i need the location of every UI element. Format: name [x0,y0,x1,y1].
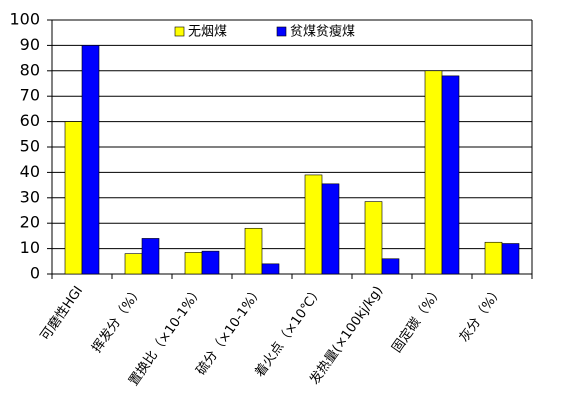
y-tick-label: 60 [20,111,40,130]
legend-label: 贫煤贫瘦煤 [290,24,355,40]
bar [141,238,160,275]
y-tick-label: 80 [20,60,40,79]
x-tick-label: 可磨性HGI [38,284,86,344]
bar [244,227,263,275]
y-tick-label: 0 [30,264,40,283]
y-tick-label: 30 [20,187,40,206]
legend-swatch [276,26,287,37]
bar [184,252,203,275]
legend-swatch [174,26,185,37]
x-tick-label: 着火点（×10℃） [252,283,327,380]
bar [81,45,100,275]
x-tick-label: 硫分（×10-1%） [194,284,266,378]
y-tick-label: 20 [20,213,40,232]
y-tick-label: 70 [20,86,40,105]
bar [201,250,220,275]
x-tick-label: 固定碳（%） [389,284,446,356]
bar [424,70,443,275]
bar [484,241,503,275]
bar [304,174,323,275]
y-tick-label: 10 [20,238,40,257]
bar [321,183,340,275]
bar [364,201,383,275]
bar [381,258,400,275]
bar [261,263,280,275]
y-tick-label: 90 [20,35,40,54]
legend-label: 无烟煤 [188,25,227,40]
y-tick-label: 40 [20,162,40,181]
bar [501,243,520,275]
y-tick-label: 50 [20,137,40,156]
x-tick-label: 挥发分（%） [89,283,146,356]
bar [441,75,460,275]
bar [124,253,143,275]
x-tick-label: 灰分（%） [457,284,506,345]
bar [64,121,83,275]
y-tick-label: 100 [9,10,40,29]
